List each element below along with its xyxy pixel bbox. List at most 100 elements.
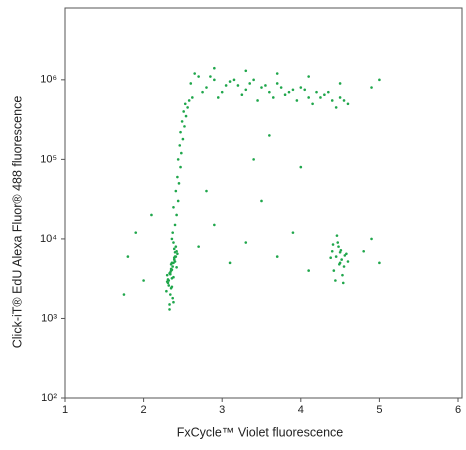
y-tick-label: 10⁴: [40, 233, 57, 245]
data-point: [339, 248, 343, 252]
data-point: [184, 114, 188, 118]
data-point: [134, 231, 138, 234]
data-point: [319, 96, 322, 99]
data-point: [334, 279, 337, 282]
data-point: [346, 102, 350, 106]
data-point: [338, 96, 342, 99]
y-tick-label: 10²: [41, 392, 57, 404]
data-point: [187, 99, 191, 102]
data-point: [170, 261, 174, 265]
data-point: [178, 144, 182, 147]
data-point: [370, 237, 373, 241]
data-point: [173, 260, 177, 263]
data-point: [205, 86, 208, 89]
data-point: [171, 265, 174, 268]
data-point: [168, 271, 171, 275]
data-point: [201, 90, 204, 94]
data-point: [172, 241, 175, 244]
data-point: [176, 252, 179, 256]
data-point: [295, 99, 299, 102]
data-point: [307, 96, 310, 99]
data-point: [216, 96, 220, 99]
data-point: [181, 137, 185, 141]
data-point: [179, 165, 182, 169]
data-point: [291, 231, 295, 234]
data-point: [169, 286, 173, 290]
data-point: [142, 279, 145, 282]
data-point: [331, 243, 335, 246]
data-point: [236, 84, 240, 87]
data-point: [182, 110, 185, 113]
data-point: [189, 82, 193, 85]
data-point: [330, 249, 334, 253]
data-point: [224, 84, 228, 87]
data-point: [197, 75, 200, 78]
x-tick-label: 6: [455, 404, 461, 416]
data-point: [338, 262, 341, 266]
data-point: [191, 96, 194, 99]
data-point: [171, 231, 174, 234]
data-point: [338, 250, 342, 254]
data-point: [183, 102, 187, 106]
data-point: [275, 82, 279, 85]
data-point: [180, 120, 184, 123]
x-tick-label: 4: [298, 404, 304, 416]
data-point: [337, 245, 340, 248]
data-point: [170, 268, 174, 272]
data-point: [252, 78, 255, 82]
data-point: [172, 300, 175, 304]
data-point: [341, 281, 345, 285]
data-point: [343, 254, 347, 257]
data-point: [209, 75, 212, 78]
data-point: [232, 78, 236, 82]
y-tick-label: 10³: [41, 312, 57, 324]
data-point: [271, 96, 275, 99]
data-point: [338, 82, 342, 85]
data-point: [177, 182, 181, 185]
data-point: [260, 199, 263, 203]
data-point: [170, 237, 174, 241]
data-point: [150, 213, 153, 217]
data-point: [122, 293, 126, 296]
data-point: [205, 189, 208, 193]
data-point: [166, 278, 170, 281]
data-point: [323, 93, 326, 97]
data-point: [168, 303, 171, 306]
data-point: [287, 90, 291, 94]
data-point: [303, 88, 307, 92]
data-point: [126, 255, 130, 258]
data-point: [340, 258, 343, 261]
data-point: [172, 275, 175, 279]
data-point: [299, 165, 303, 169]
data-point: [329, 256, 332, 260]
data-point: [173, 223, 177, 227]
data-point: [213, 78, 216, 82]
x-tick-label: 1: [62, 404, 68, 416]
data-point: [252, 158, 255, 161]
data-point: [167, 284, 171, 287]
data-point: [176, 175, 179, 179]
data-point: [307, 269, 310, 272]
data-point: [327, 90, 330, 94]
data-point: [173, 250, 177, 254]
data-point: [334, 255, 338, 258]
y-tick-label: 10⁶: [40, 74, 57, 86]
x-tick-label: 2: [141, 404, 147, 416]
data-point: [268, 134, 271, 137]
data-point: [175, 213, 178, 217]
data-point: [299, 86, 303, 89]
data-point: [332, 269, 336, 272]
data-point: [244, 241, 248, 244]
data-point: [174, 245, 178, 248]
plot-frame: [64, 7, 463, 399]
data-point: [345, 252, 348, 256]
data-point: [362, 249, 365, 253]
data-point: [283, 93, 287, 97]
x-tick-label: 5: [376, 404, 382, 416]
data-point: [228, 80, 232, 83]
data-point: [168, 308, 171, 311]
data-point: [244, 69, 248, 73]
data-point: [165, 280, 169, 283]
